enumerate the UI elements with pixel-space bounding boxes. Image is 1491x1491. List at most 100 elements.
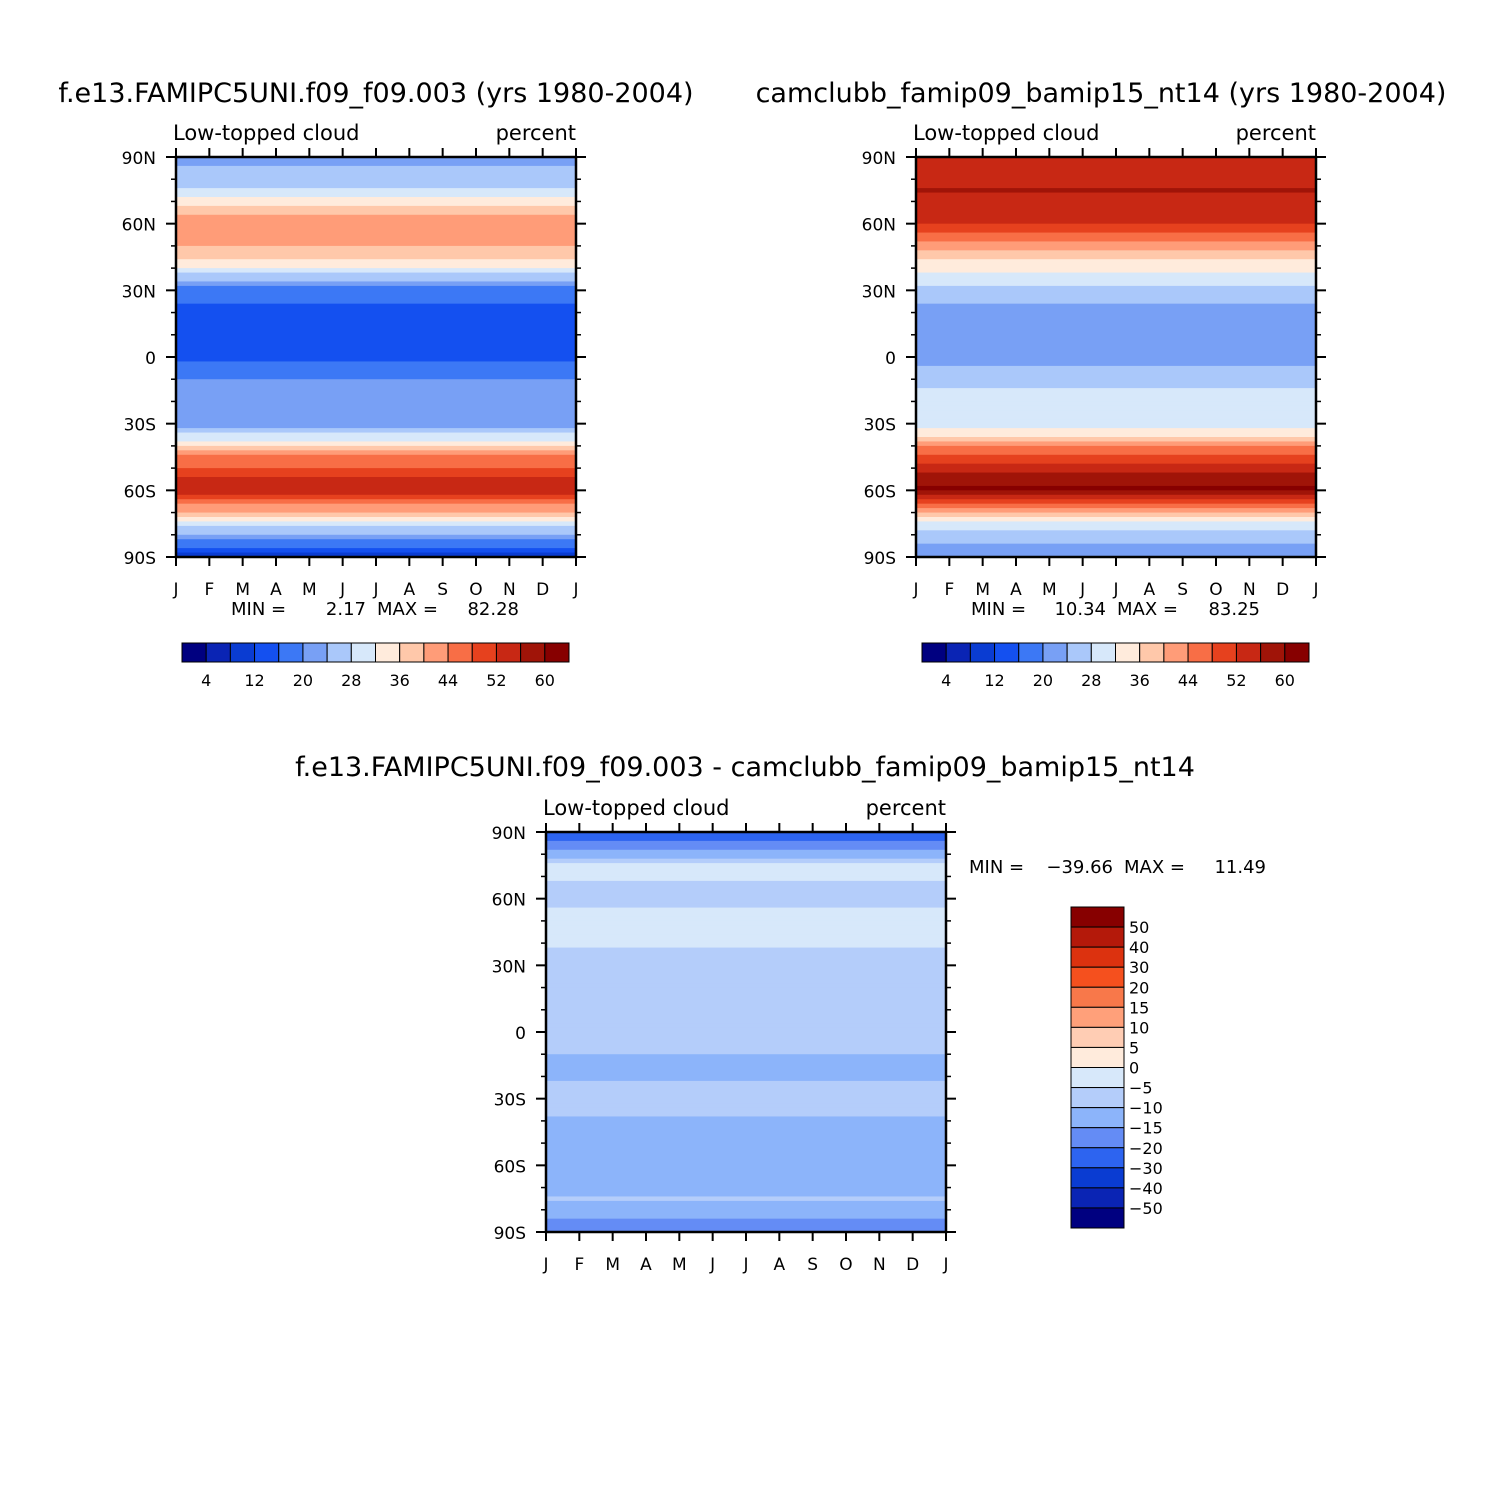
x-tick-label: A — [1144, 580, 1156, 600]
colorbar-box — [1070, 1006, 1125, 1028]
field-band — [546, 952, 946, 958]
x-tick-label: M — [672, 1255, 687, 1275]
field-band — [176, 348, 576, 354]
field-band — [176, 405, 576, 411]
field-band — [546, 1032, 946, 1038]
min-value: 10.34 — [1054, 599, 1106, 620]
field-band — [176, 503, 576, 509]
field-band — [176, 383, 576, 389]
y-tick-label: 60S — [124, 482, 156, 502]
colorbar-box — [254, 642, 280, 663]
colorbar-label: 5 — [1129, 1038, 1139, 1057]
colorbar-label: 50 — [1129, 918, 1149, 937]
min-label: MIN = — [971, 599, 1026, 620]
field-band — [546, 934, 946, 940]
field-band — [916, 472, 1316, 478]
field-band — [916, 219, 1316, 225]
field-band — [176, 450, 576, 456]
field-band — [916, 423, 1316, 429]
field-band — [916, 379, 1316, 385]
field-band — [176, 197, 576, 203]
min-value: −39.66 — [1046, 857, 1113, 878]
field-band — [176, 232, 576, 238]
field-band — [916, 543, 1316, 549]
colorbar-box — [1070, 906, 1125, 928]
x-tick-label: J — [542, 1255, 548, 1275]
field-band — [176, 432, 576, 438]
field-band — [546, 1183, 946, 1189]
colorbar-box — [1211, 642, 1237, 663]
field-band — [916, 392, 1316, 398]
colorbar-label: 4 — [201, 671, 211, 690]
field-band — [546, 983, 946, 989]
field-band — [176, 428, 576, 434]
colorbar-box — [1139, 642, 1165, 663]
field-band — [176, 490, 576, 496]
y-tick-label: 60N — [122, 216, 156, 236]
field-band — [176, 281, 576, 287]
x-tick-label: J — [339, 580, 345, 600]
field-band — [546, 1009, 946, 1015]
field-band — [176, 205, 576, 211]
x-tick-label: F — [944, 580, 954, 600]
field-band — [916, 334, 1316, 340]
x-tick-label: A — [640, 1255, 652, 1275]
field-band — [916, 272, 1316, 278]
field-band — [916, 485, 1316, 491]
colorbar-label: 28 — [1081, 671, 1101, 690]
panel-clubb-run: camclubb_famip09_bamip15_nt14 (yrs 1980-… — [756, 78, 1447, 690]
x-tick-label: J — [372, 580, 378, 600]
field-band — [176, 352, 576, 358]
field-band — [546, 960, 946, 966]
field-band — [546, 1116, 946, 1122]
field-band — [546, 1160, 946, 1166]
field-band — [176, 357, 576, 363]
field-band — [546, 1120, 946, 1126]
field-band — [546, 1187, 946, 1193]
x-tick-label: A — [774, 1255, 786, 1275]
field-band — [176, 299, 576, 305]
colorbar-box — [423, 642, 449, 663]
field-band — [546, 894, 946, 900]
field-band — [916, 268, 1316, 274]
field-band — [176, 188, 576, 194]
y-tick-label: 90N — [122, 149, 156, 169]
colorbar-label: 60 — [1275, 671, 1295, 690]
colorbar-box — [969, 642, 996, 663]
field-band — [916, 321, 1316, 327]
colorbar-label: 12 — [244, 671, 264, 690]
field-band — [916, 388, 1316, 394]
colorbar-label: −50 — [1129, 1199, 1163, 1218]
panel-subtitle-right: percent — [866, 796, 946, 820]
colorbar-label: 40 — [1129, 938, 1149, 957]
field-band — [176, 534, 576, 540]
field-band — [176, 392, 576, 398]
field-band — [916, 157, 1316, 163]
field-band — [176, 259, 576, 265]
field-band — [546, 1134, 946, 1140]
y-tick-label: 60S — [494, 1157, 526, 1177]
x-tick-label: A — [404, 580, 416, 600]
colorbar-label: 60 — [535, 671, 555, 690]
field-band — [916, 290, 1316, 296]
colorbar-box — [520, 642, 546, 663]
field-band — [916, 357, 1316, 363]
field-band — [546, 836, 946, 842]
colorbar-box — [278, 642, 304, 663]
field-band — [176, 317, 576, 323]
field-band — [916, 383, 1316, 389]
field-band — [546, 1209, 946, 1215]
field-band — [546, 840, 946, 846]
field-band — [546, 1040, 946, 1046]
field-band — [916, 397, 1316, 403]
x-tick-label: S — [1177, 580, 1188, 600]
colorbar: 4 12 20 28 36 44 52 60 — [921, 642, 1310, 690]
field-band — [176, 530, 576, 536]
y-tick-label: 90S — [864, 549, 896, 569]
field-band — [916, 494, 1316, 500]
field-band — [176, 343, 576, 349]
y-tick-label: 0 — [515, 1024, 526, 1044]
field-band — [176, 419, 576, 425]
field-band — [176, 441, 576, 447]
